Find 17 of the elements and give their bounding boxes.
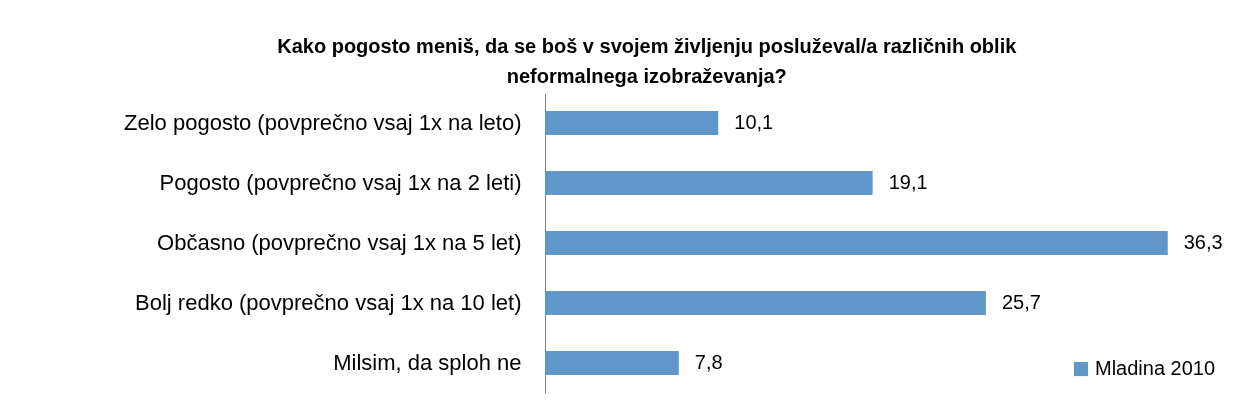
data-label: 19,1 — [888, 171, 928, 193]
y-tick-label: Občasno (povprečno vsaj 1x na 5 let) — [157, 230, 522, 255]
bar — [545, 111, 719, 135]
y-tick-label: Pogosto (povprečno vsaj 1x na 2 leti) — [159, 170, 522, 195]
y-tick-label: Zelo pogosto (povprečno vsaj 1x na leto) — [124, 110, 522, 135]
bar — [545, 171, 873, 195]
chart-title: Kako pogosto meniš, da se boš v svojem življenju posluževal/a različnih oblik neformalnega izobraževanja? — [277, 35, 1018, 87]
y-tick-label: Milsim, da sploh ne — [333, 350, 522, 375]
bar — [545, 351, 679, 375]
data-label: 7,8 — [694, 351, 723, 373]
bar — [545, 291, 986, 315]
legend-label: Mladina 2010 — [1095, 357, 1216, 379]
data-label: 36,3 — [1183, 231, 1223, 253]
data-label: 10,1 — [734, 111, 774, 133]
bar — [545, 231, 1168, 255]
y-tick-label: Bolj redko (povprečno vsaj 1x na 10 let) — [135, 290, 522, 315]
data-label: 25,7 — [1001, 291, 1041, 313]
